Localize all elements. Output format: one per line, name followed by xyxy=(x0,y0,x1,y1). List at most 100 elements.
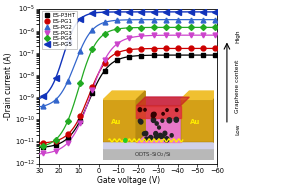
ES-PG3 xyxy=(164,34,168,36)
ES-PG3 xyxy=(41,152,45,155)
ES-PG1 xyxy=(103,62,106,64)
ES-P3HT xyxy=(213,54,217,56)
ES-PG5 xyxy=(164,11,168,13)
Text: Low: Low xyxy=(235,124,240,135)
ES-PG4 xyxy=(177,26,180,29)
ES-PG4 xyxy=(103,33,106,35)
ES-PG2 xyxy=(103,21,106,23)
Legend: ES-P3HT, ES-PG1, ES-PG2, ES-PG3, ES-PG4, ES-PG5: ES-P3HT, ES-PG1, ES-PG2, ES-PG3, ES-PG4,… xyxy=(42,11,77,49)
ES-PG1 xyxy=(115,52,119,54)
ES-P3HT xyxy=(152,54,155,56)
ES-PG3 xyxy=(189,34,192,36)
ES-PG4 xyxy=(213,26,217,29)
ES-PG5 xyxy=(127,11,131,13)
ES-PG1 xyxy=(54,140,57,142)
ES-PG2 xyxy=(152,19,155,21)
ES-P3HT xyxy=(103,69,106,72)
ES-PG3 xyxy=(152,34,155,36)
ES-PG4 xyxy=(140,26,143,29)
ES-PG3 xyxy=(115,43,119,45)
ES-PG1 xyxy=(41,142,45,144)
ES-P3HT xyxy=(127,55,131,58)
ES-PG3 xyxy=(54,150,57,152)
ES-PG3 xyxy=(78,122,82,124)
ES-PG4 xyxy=(115,28,119,30)
ES-P3HT xyxy=(140,54,143,57)
ES-P3HT xyxy=(91,92,94,94)
ES-PG5 xyxy=(54,77,57,80)
ES-PG5 xyxy=(66,41,70,43)
ES-PG2 xyxy=(213,19,217,21)
ES-P3HT xyxy=(189,54,192,56)
ES-PG3 xyxy=(140,35,143,37)
ES-PG4 xyxy=(66,120,70,122)
ES-P3HT xyxy=(164,54,168,56)
ES-PG4 xyxy=(189,26,192,29)
ES-PG5 xyxy=(103,11,106,13)
ES-PG4 xyxy=(78,82,82,85)
ES-P3HT xyxy=(115,59,119,61)
ES-PG3 xyxy=(103,59,106,61)
ES-PG5 xyxy=(152,11,155,13)
ES-PG4 xyxy=(54,139,57,141)
ES-P3HT xyxy=(177,54,180,56)
ES-PG1 xyxy=(177,47,180,50)
ES-PG3 xyxy=(66,142,70,144)
ES-PG3 xyxy=(127,37,131,39)
ES-PG3 xyxy=(91,89,94,91)
ES-PG2 xyxy=(41,105,45,107)
ES-PG4 xyxy=(91,48,94,50)
ES-PG4 xyxy=(127,27,131,29)
ES-P3HT xyxy=(78,119,82,122)
ES-PG1 xyxy=(66,133,70,136)
ES-PG2 xyxy=(189,19,192,21)
ES-PG2 xyxy=(115,19,119,21)
ES-PG5 xyxy=(201,11,204,13)
ES-PG4 xyxy=(41,145,45,147)
X-axis label: Gate voltage (V): Gate voltage (V) xyxy=(97,176,160,185)
ES-PG2 xyxy=(54,99,57,101)
Text: High: High xyxy=(235,30,240,43)
ES-PG2 xyxy=(177,19,180,21)
ES-PG5 xyxy=(189,11,192,13)
ES-PG2 xyxy=(140,19,143,21)
ES-PG2 xyxy=(201,19,204,21)
ES-PG3 xyxy=(213,34,217,36)
ES-P3HT xyxy=(54,144,57,146)
ES-PG1 xyxy=(127,49,131,51)
ES-PG1 xyxy=(91,86,94,88)
Line: ES-PG3: ES-PG3 xyxy=(41,33,218,156)
ES-PG5 xyxy=(78,18,82,20)
ES-PG4 xyxy=(164,26,168,29)
ES-PG5 xyxy=(91,12,94,14)
Line: ES-PG2: ES-PG2 xyxy=(41,17,218,108)
ES-PG5 xyxy=(41,95,45,98)
ES-PG1 xyxy=(152,47,155,50)
Line: ES-PG5: ES-PG5 xyxy=(41,9,218,99)
ES-PG4 xyxy=(152,26,155,29)
Text: Graphene content: Graphene content xyxy=(235,59,240,113)
ES-PG1 xyxy=(140,48,143,50)
ES-PG5 xyxy=(140,11,143,13)
ES-PG1 xyxy=(164,47,168,50)
Y-axis label: -Drain current (A): -Drain current (A) xyxy=(4,52,13,120)
ES-PG2 xyxy=(91,29,94,31)
ES-PG2 xyxy=(66,80,70,82)
ES-PG2 xyxy=(78,50,82,52)
ES-P3HT xyxy=(201,54,204,56)
ES-PG5 xyxy=(213,11,217,13)
Line: ES-PG1: ES-PG1 xyxy=(41,46,218,145)
ES-PG4 xyxy=(201,26,204,29)
Line: ES-PG4: ES-PG4 xyxy=(41,25,217,148)
ES-P3HT xyxy=(41,146,45,148)
ES-PG1 xyxy=(201,47,204,50)
ES-PG5 xyxy=(115,11,119,13)
ES-PG2 xyxy=(127,19,131,21)
ES-PG1 xyxy=(189,47,192,50)
ES-PG2 xyxy=(164,19,168,21)
ES-PG3 xyxy=(177,34,180,36)
ES-PG3 xyxy=(201,34,204,36)
ES-P3HT xyxy=(66,137,70,139)
ES-PG1 xyxy=(213,47,217,50)
Line: ES-P3HT: ES-P3HT xyxy=(41,53,217,149)
